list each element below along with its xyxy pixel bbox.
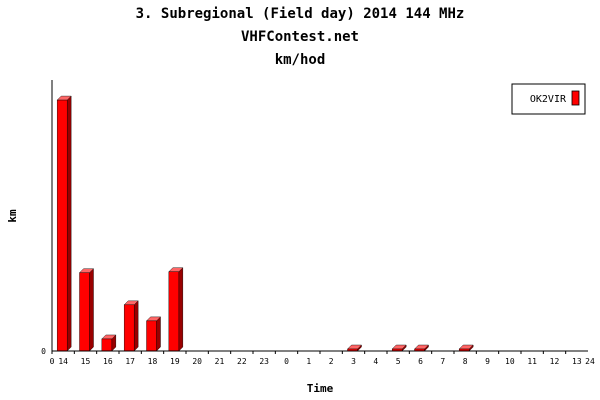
x-tick-label: 8 xyxy=(463,357,468,366)
bar-side xyxy=(66,95,72,352)
bar xyxy=(414,344,429,352)
bar-side xyxy=(89,268,94,352)
bar xyxy=(146,316,161,352)
x-tick-label: 15 xyxy=(81,357,91,366)
x-tick-label: 22 xyxy=(237,357,247,366)
legend-swatch xyxy=(571,90,580,106)
bar-side xyxy=(178,267,184,352)
chart-subtitle-units: km/hod xyxy=(274,52,326,68)
bar xyxy=(347,344,362,352)
x-tick-label: 2 xyxy=(329,357,334,366)
bar xyxy=(79,268,94,352)
x-tick-label: 10 xyxy=(505,357,515,366)
bar-front xyxy=(79,272,90,352)
y-zero-label: 0 xyxy=(41,347,46,356)
bar-side xyxy=(133,300,139,352)
x-tick-label: 3 xyxy=(351,357,356,366)
x-tick-label: 5 xyxy=(396,357,401,366)
bars-layer xyxy=(56,95,474,352)
x-tick-label: 14 xyxy=(58,357,68,366)
legend-label: OK2VIR xyxy=(530,94,567,105)
x-tick-label: 0 xyxy=(284,357,289,366)
x-tick-label: 12 xyxy=(550,357,560,366)
x-tick-label: 17 xyxy=(125,357,135,366)
bar xyxy=(101,334,117,352)
bar-front xyxy=(146,320,157,352)
x-tick-label: 6 xyxy=(418,357,423,366)
bar-front xyxy=(56,99,68,352)
x-tick-label: 16 xyxy=(103,357,113,366)
bar xyxy=(391,344,407,352)
bar xyxy=(168,267,184,352)
x-tick-label: 18 xyxy=(148,357,158,366)
bar xyxy=(458,344,474,352)
x-tick-label: 23 xyxy=(259,357,269,366)
bar-front xyxy=(123,304,135,352)
x-axis-start-label: 0 xyxy=(50,357,55,366)
chart-title: 3. Subregional (Field day) 2014 144 MHz xyxy=(135,6,465,22)
x-tick-label: 19 xyxy=(170,357,180,366)
x-tick-label: 1 xyxy=(306,357,311,366)
x-tick-label: 20 xyxy=(192,357,202,366)
x-tick-label: 7 xyxy=(440,357,445,366)
chart-subtitle: VHFContest.net xyxy=(240,29,359,45)
x-tick-label: 11 xyxy=(527,357,537,366)
y-axis-title: km xyxy=(6,209,19,223)
bar-front xyxy=(168,271,180,352)
x-ticks-layer: 14 15 16 17 18 19 20 21 22 23 0 1 2 3 4 5 6 7 8 9 10 11 12 13 xyxy=(51,351,582,366)
x-tick-label: 4 xyxy=(373,357,378,366)
bar-side xyxy=(156,316,161,352)
x-axis-title: Time xyxy=(307,382,334,395)
x-axis-end-label: 24 xyxy=(585,357,595,366)
x-tick-label: 13 xyxy=(572,357,582,366)
bar xyxy=(56,95,72,352)
bar-front xyxy=(101,338,113,352)
bar xyxy=(123,300,139,352)
x-tick-label: 21 xyxy=(215,357,225,366)
x-tick-label: 9 xyxy=(485,357,490,366)
legend: OK2VIR xyxy=(511,83,586,115)
